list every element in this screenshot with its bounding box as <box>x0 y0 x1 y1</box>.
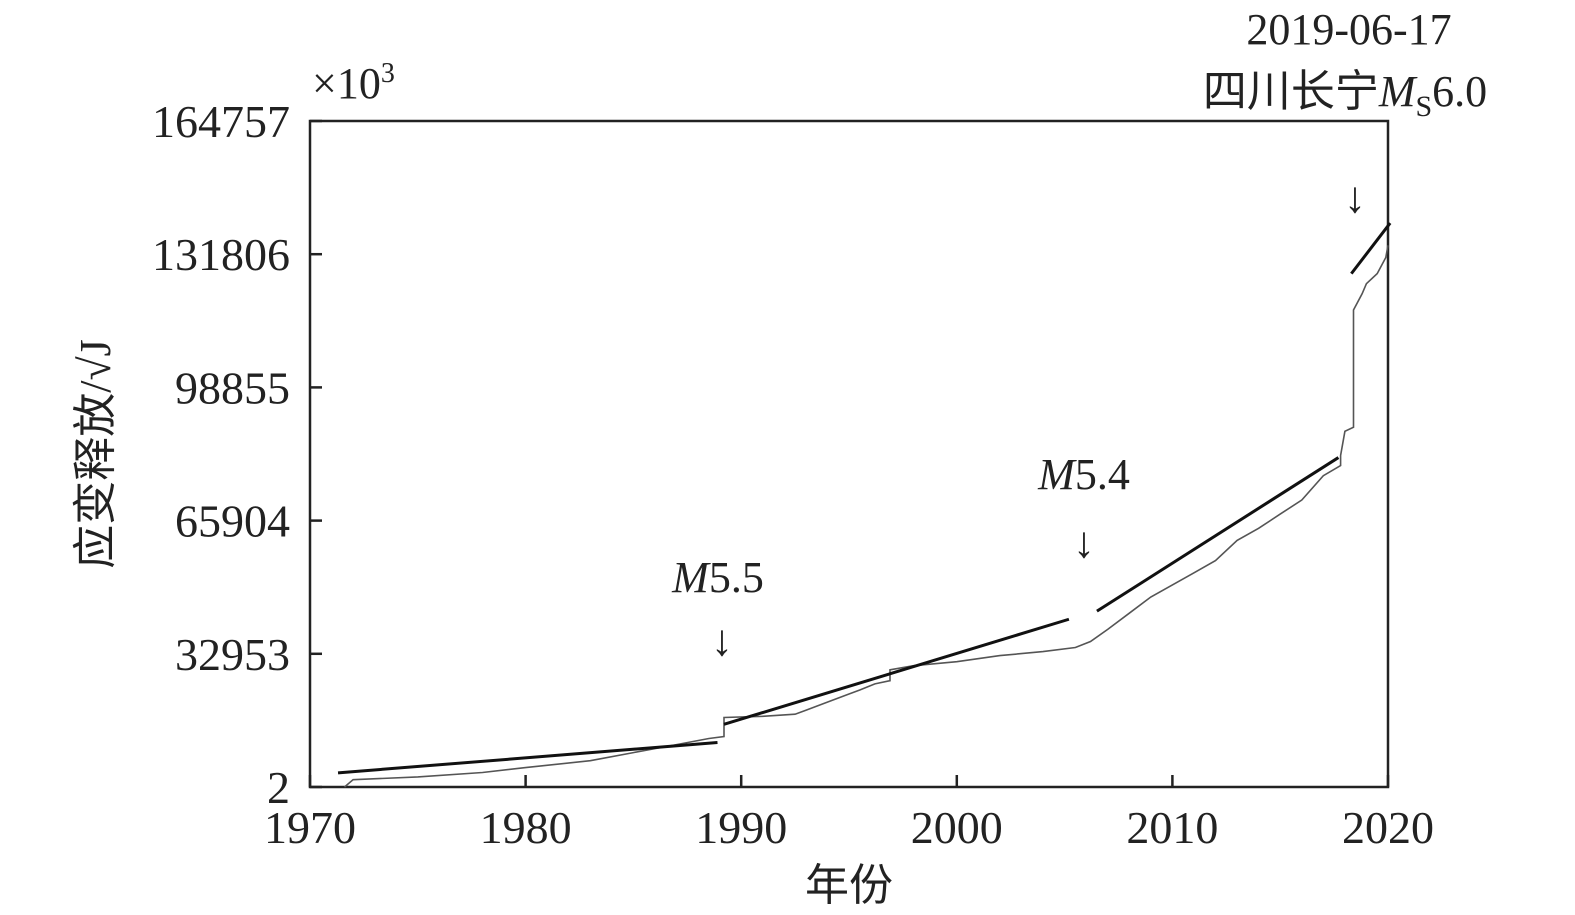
x-axis: 1970 1980 1990 2000 2010 2020 <box>264 775 1434 853</box>
trend-segment-4 <box>1350 222 1392 275</box>
trend-segment-1 <box>337 741 718 775</box>
y-axis-label: 应变释放/√J <box>71 339 120 569</box>
y-tick-label: 2 <box>267 762 290 813</box>
annotation-changning-date: 2019-06-17 <box>1246 5 1451 54</box>
x-axis-label: 年份 <box>805 861 893 910</box>
x-tick-label: 2020 <box>1342 802 1434 853</box>
annotation-m55-arrow: ↓ <box>711 616 733 665</box>
y-tick-label: 32953 <box>175 629 290 680</box>
y-tick-label: 164757 <box>152 96 290 147</box>
y-tick-label: 98855 <box>175 362 290 413</box>
event-annotations: M5.5 ↓ M5.4 ↓ 2019-06-17 四川长宁MS6.0 ↓ <box>671 5 1487 665</box>
x-tick-label: 2000 <box>911 802 1003 853</box>
annotation-m54-arrow: ↓ <box>1073 518 1095 567</box>
y-multiplier: ×103 <box>312 58 395 108</box>
y-axis: 2 32953 65904 98855 131806 164757 <box>152 96 322 813</box>
series-cumulative-strain <box>343 245 1389 788</box>
annotation-m55-label: M5.5 <box>671 553 764 602</box>
x-tick-label: 1980 <box>480 802 572 853</box>
annotation-changning-arrow: ↓ <box>1344 173 1366 222</box>
series-trend-lines <box>337 222 1392 775</box>
annotation-m54-label: M5.4 <box>1037 450 1130 499</box>
trend-segment-2 <box>723 617 1070 726</box>
plot-area <box>308 119 1392 789</box>
plot-frame <box>308 119 1390 789</box>
y-tick-label: 131806 <box>152 229 290 280</box>
annotation-changning-event: 四川长宁MS6.0 <box>1203 67 1487 123</box>
y-tick-label: 65904 <box>175 496 290 547</box>
x-tick-label: 2010 <box>1126 802 1218 853</box>
cumulative-strain-line <box>343 245 1389 788</box>
x-tick-label: 1970 <box>264 802 356 853</box>
trend-segment-3 <box>1096 456 1340 613</box>
x-tick-label: 1990 <box>695 802 787 853</box>
